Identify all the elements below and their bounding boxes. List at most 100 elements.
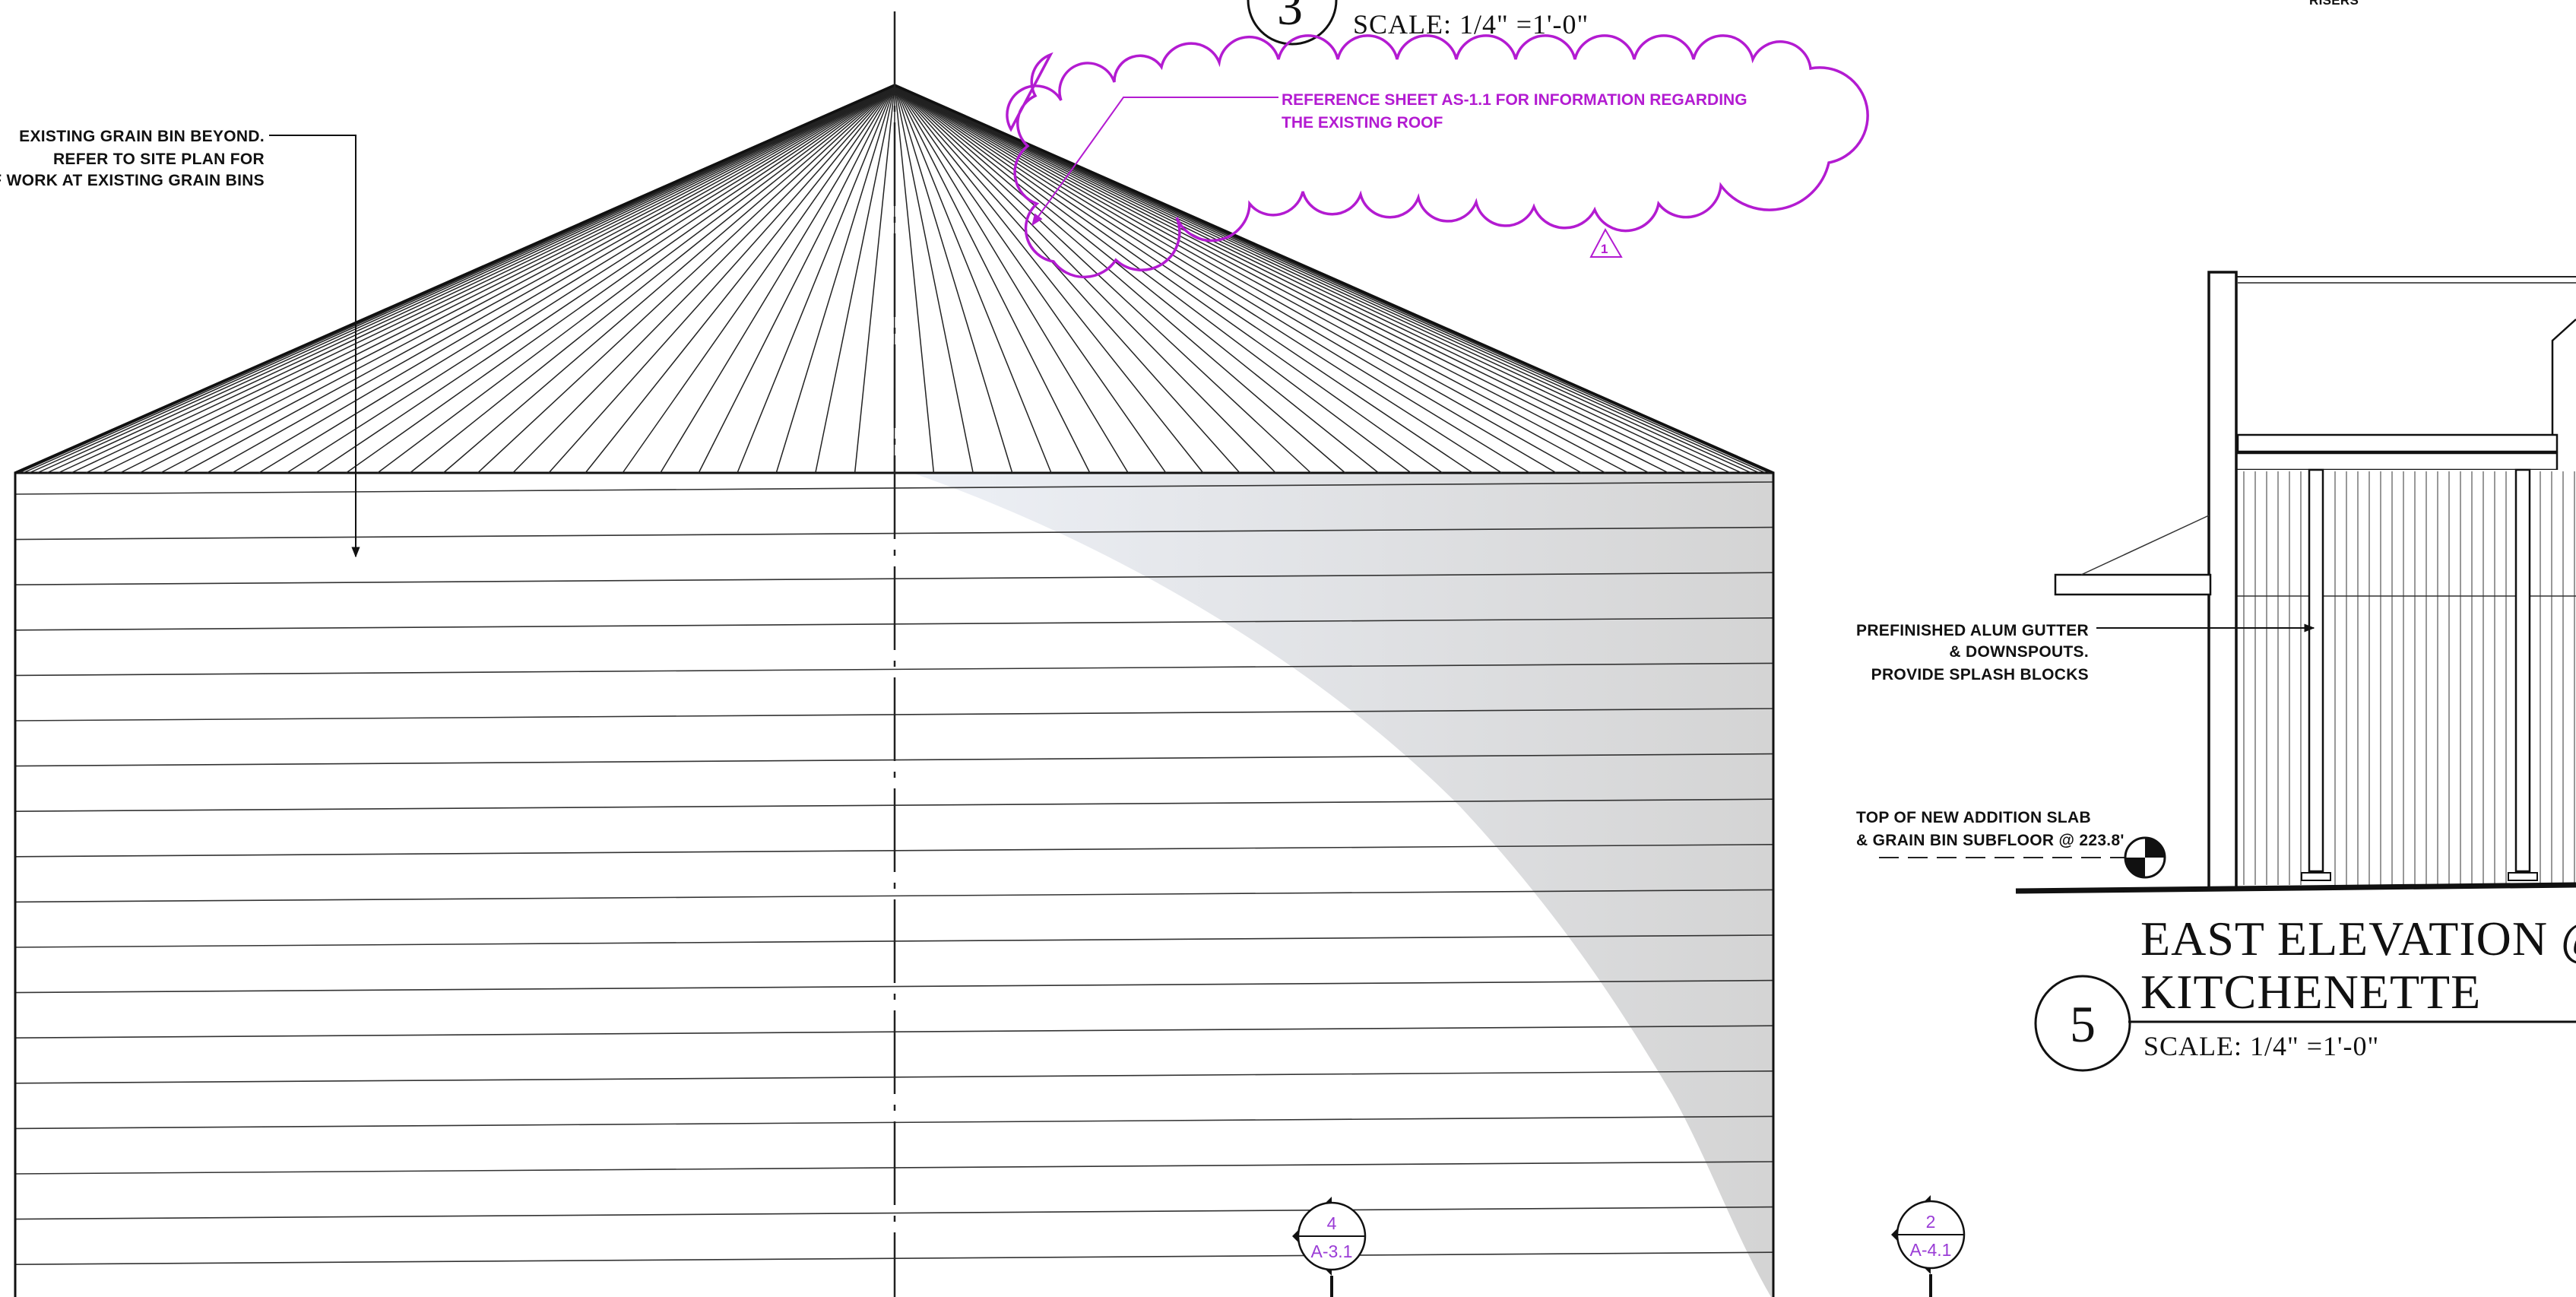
view-number: 5 [2070,995,2096,1053]
drawing-line [346,84,895,474]
east-elevation: RISERS PREFINISHED ALUM GUTTER & DOWNSPO… [1856,0,2576,1072]
drawing-line [377,84,895,474]
grain-bin-note: EXISTING GRAIN BIN BEYOND. REFER TO SITE… [0,128,360,558]
drawing-line [512,84,895,474]
section-tag-sheet: A-4.1 [1910,1240,1952,1260]
drawing-line [894,84,1669,474]
drawing-line [894,84,1503,474]
drawing-line [71,84,895,474]
canopy-brace [2080,515,2210,576]
parapet [2551,319,2576,435]
view-scale: SCALE: 1/4" =1'-0" [1353,9,1589,40]
drawing-line [894,84,1606,474]
drawing-line [58,84,895,474]
drawing-line [894,84,1557,474]
note-line: EXISTING GRAIN BIN BEYOND. [19,128,265,145]
drawing-line [14,662,1774,677]
post [2308,468,2324,873]
drawing-line [585,84,895,474]
drawing-line [894,84,1167,474]
view-3-header: 3 SCALE: 1/4" =1'-0" [1247,0,1589,46]
note-line: REFER TO SITE PLAN FOR [53,151,265,168]
revision-delta [1589,227,1623,258]
drawing-line [894,84,1380,474]
drawing-line [894,84,1583,474]
drawing-line [737,84,895,474]
post-base [2508,872,2538,881]
drawing-line [894,84,1629,474]
drawing-line [46,84,895,474]
drawing-line [894,84,1443,474]
elevation-marker [2124,836,2166,879]
view-number-bubble [1247,0,1338,46]
note-line: PREFINISHED ALUM GUTTER [1856,622,2089,639]
drawing-line [232,84,895,474]
note-line: OF WORK AT EXISTING GRAIN BINS [0,172,265,189]
drawing-line [622,84,895,474]
drawing-line [894,84,1052,474]
drawing-line [14,1206,1774,1220]
fascia [2236,433,2559,453]
revision-leader [1031,97,1278,227]
gutter [2233,452,2559,471]
drawing-line [775,84,895,474]
drawing-line [286,84,895,474]
view-number: 3 [1277,0,1303,36]
drawing-line [815,84,895,474]
drawing-line [894,84,974,474]
drawing-line [894,84,935,474]
drawing-line [894,84,1703,474]
ground-line [2015,882,2576,894]
revision-cloud: REFERENCE SHEET AS-1.1 FOR INFORMATION R… [1006,34,1869,279]
drawing-line [894,84,1412,474]
post-base [2301,872,2331,881]
drawing-line [854,84,895,474]
note-line: & DOWNSPOUTS. [1949,643,2089,661]
drawing-line [894,84,1731,474]
drawing-line [139,84,895,474]
view-title: KITCHENETTE [2140,965,2481,1019]
note-line: TOP OF NEW ADDITION SLAB [1856,809,2091,826]
drawing-line [160,84,895,474]
drawing-line [660,84,895,474]
section-tag-2: 2 A-4.1 [1891,1195,1966,1297]
drawing-line [894,84,1687,474]
drawing-line [894,84,1276,474]
drawing-line [258,84,895,474]
drawing-line [894,84,1742,474]
drawing-line [894,84,1129,474]
section-tag-number: 2 [1926,1212,1936,1232]
drawing-line [14,979,1774,994]
drawing-line [894,84,1091,474]
risers-note-fragment: RISERS [2309,0,2359,8]
leader-line [269,135,360,558]
drawing-line [894,84,1346,474]
section-tag-number: 4 [1327,1213,1337,1233]
revision-note-line: THE EXISTING ROOF [1282,114,1443,132]
section-tag-4: 4 A-3.1 [1292,1197,1367,1297]
post [2514,468,2531,873]
drawing-line [36,84,895,474]
section-tag-sheet: A-3.1 [1311,1242,1353,1261]
note-line: PROVIDE SPLASH BLOCKS [1871,666,2089,683]
drawing-line [119,84,895,474]
drawing-line [442,84,895,474]
view-scale: SCALE: 1/4" =1'-0" [2143,1031,2379,1061]
grain-bin-elevation [14,11,1775,1297]
drawing-line [698,84,895,474]
drawing-line [102,84,895,474]
drawing-line [894,84,1312,474]
drawing-line [894,84,1473,474]
drawing-line [182,84,895,474]
drawing-line [206,84,895,474]
drawing-line [894,84,1240,474]
view-title: EAST ELEVATION @ [2140,912,2576,966]
drawing-line [894,84,1530,474]
drawing-line [894,84,1649,474]
wall-edge [2207,271,2238,891]
bin-shading [912,473,1773,1297]
drawing-line [894,84,1204,474]
siding-lines [2243,471,2575,885]
drawing-line [85,84,895,474]
